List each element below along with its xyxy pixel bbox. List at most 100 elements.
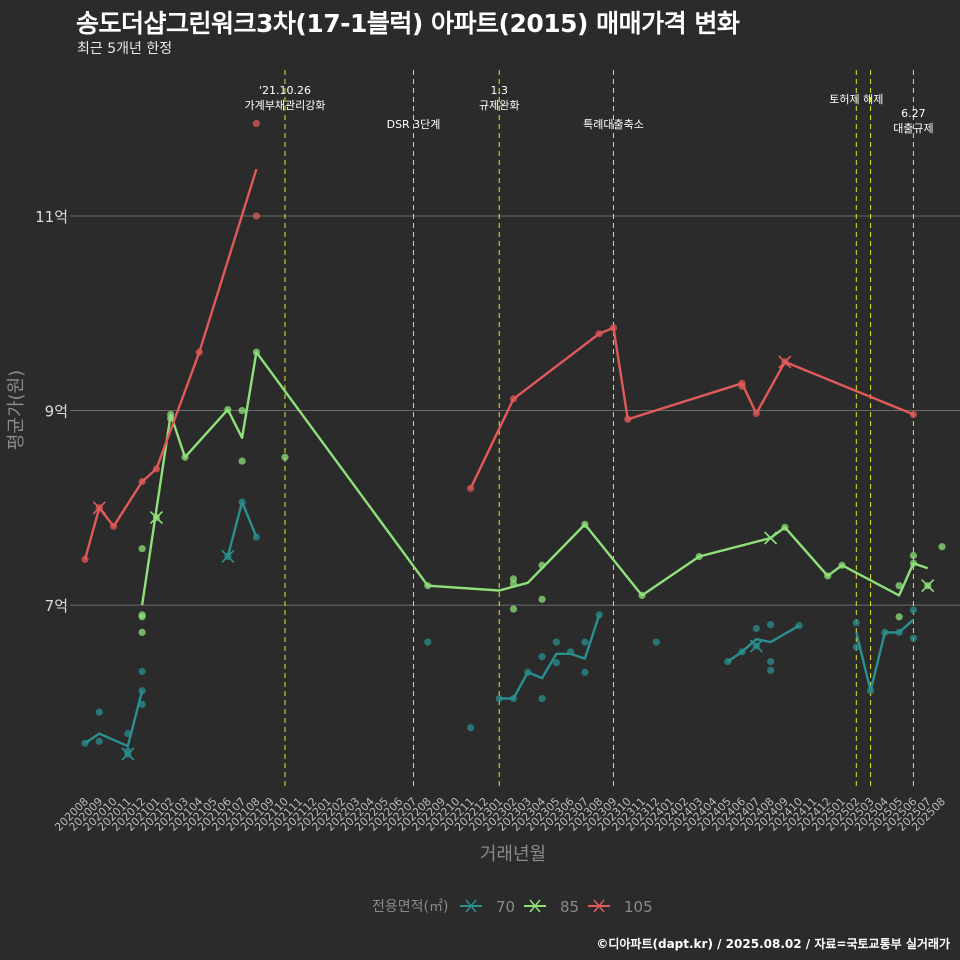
series-85: [138, 348, 946, 636]
legend-item-105: 105: [588, 898, 653, 916]
data-point-85: [238, 406, 246, 415]
y-tick-label: 9억: [45, 403, 68, 421]
data-point-70: [595, 611, 603, 619]
data-point-85: [581, 520, 589, 528]
data-point-70: [767, 657, 775, 666]
series-line-70: [84, 690, 144, 748]
data-point-70: [866, 687, 875, 695]
data-point-105: [195, 348, 203, 356]
event-label: '21.10.26: [259, 84, 311, 97]
legend-item-85: 85: [524, 898, 579, 916]
data-point-85: [895, 613, 903, 621]
data-point-70: [495, 694, 503, 703]
data-point-70: [538, 653, 546, 661]
series-70: [81, 498, 918, 761]
y-axis-label: 평균가(원): [6, 370, 27, 450]
data-point-70: [909, 634, 918, 642]
event-label: 대출규제: [893, 122, 933, 135]
data-point-105: [252, 212, 260, 220]
event-label: 토허제 해제: [829, 92, 883, 106]
series-line-70: [727, 624, 800, 663]
data-point-85: [138, 628, 146, 636]
data-point-70: [581, 638, 589, 646]
latest-marker-85: [921, 579, 935, 593]
data-point-85: [909, 559, 918, 567]
data-point-70: [81, 739, 89, 747]
data-point-85: [167, 414, 175, 422]
data-point-85: [638, 591, 646, 600]
data-point-70: [95, 708, 103, 716]
legend-label: 85: [560, 898, 579, 916]
data-point-70: [552, 638, 560, 646]
data-point-105: [509, 395, 518, 403]
data-point-85: [538, 595, 546, 603]
data-point-70: [852, 619, 860, 627]
latest-marker-105: [778, 355, 792, 369]
data-point-70: [95, 737, 103, 745]
data-point-70: [795, 621, 803, 630]
data-point-70: [652, 638, 660, 646]
data-point-70: [509, 694, 518, 703]
series-line-105: [469, 326, 914, 489]
data-point-70: [724, 657, 732, 666]
legend: 전용면적(㎡) 70 85 105: [372, 898, 653, 916]
event-label: 6.27: [901, 107, 926, 120]
data-point-70: [581, 668, 589, 676]
axis-layer: 평균가(원) 거래년월 7억9억11억202008202009202010202…: [6, 208, 948, 865]
data-point-85: [252, 348, 260, 356]
data-point-85: [895, 582, 903, 590]
data-point-85: [781, 523, 789, 531]
data-point-85: [509, 580, 518, 588]
legend-swatch-x: [529, 899, 541, 913]
data-point-70: [252, 533, 260, 541]
x-axis-label: 거래년월: [480, 844, 546, 865]
data-point-85: [424, 582, 432, 590]
data-point-85: [824, 572, 832, 580]
data-point-70: [881, 628, 889, 636]
latest-marker-70: [749, 639, 763, 653]
data-point-70: [138, 687, 146, 695]
series-105: [81, 119, 918, 564]
data-point-85: [538, 561, 546, 569]
data-point-85: [909, 551, 918, 560]
data-point-70: [524, 668, 532, 676]
event-label: 1.3: [490, 84, 508, 97]
data-point-105: [81, 555, 89, 564]
data-point-70: [424, 638, 432, 646]
legend-label: 70: [496, 898, 515, 916]
data-point-70: [767, 666, 775, 674]
data-point-85: [695, 552, 703, 561]
series-line-85: [140, 351, 929, 606]
series-line-70: [499, 614, 601, 700]
data-point-85: [938, 543, 946, 551]
event-label: 규제완화: [479, 99, 519, 112]
data-point-85: [138, 545, 146, 553]
series-line-105: [83, 168, 258, 560]
chart-subtitle: 최근 5개년 한정: [77, 41, 173, 57]
data-point-105: [152, 465, 161, 473]
data-point-70: [138, 700, 146, 708]
legend-label: 105: [624, 898, 653, 916]
data-point-70: [752, 624, 760, 633]
latest-marker-70: [221, 549, 235, 564]
y-tick-label: 11억: [35, 208, 68, 226]
data-point-105: [609, 324, 618, 332]
data-point-85: [281, 453, 289, 461]
data-point-105: [109, 522, 118, 530]
data-point-105: [138, 477, 146, 486]
data-point-85: [224, 405, 232, 414]
data-point-70: [909, 606, 918, 614]
legend-title: 전용면적(㎡): [372, 899, 448, 915]
data-point-70: [124, 729, 132, 738]
event-label: 가계부채관리강화: [244, 99, 325, 112]
data-point-85: [509, 605, 518, 613]
y-tick-label: 7억: [45, 597, 68, 615]
event-label: DSR 3단계: [387, 118, 441, 131]
event-label: 특례대출축소: [583, 118, 644, 131]
data-point-70: [552, 658, 560, 667]
data-point-85: [238, 457, 246, 465]
data-point-70: [895, 628, 903, 636]
data-point-85: [838, 561, 846, 569]
source-caption: ©디아파트(dapt.kr) / 2025.08.02 / 자료=국토교통부 실…: [596, 937, 950, 951]
